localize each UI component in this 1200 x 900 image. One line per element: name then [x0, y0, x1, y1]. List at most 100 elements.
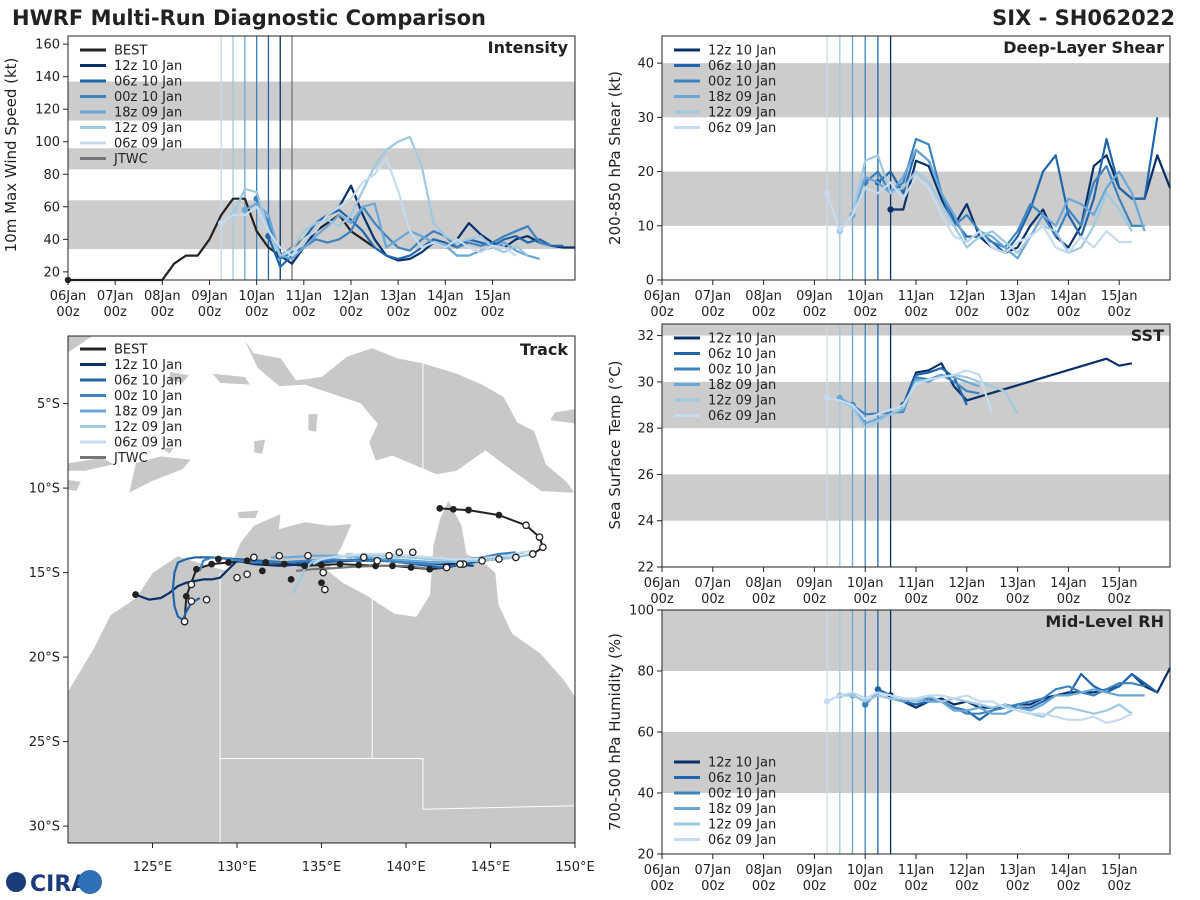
track-best-marker-open-2 [539, 543, 547, 552]
shear-xtick-day-3: 09Jan [796, 289, 833, 304]
track-xtick-label-140: 140°E [386, 860, 426, 875]
intensity-legend-label-06z-10-jan: 06z 10 Jan [114, 75, 182, 90]
sst-xtick-hour-7: 00z [1006, 592, 1030, 607]
sst-xtick-hour-9: 00z [1108, 592, 1132, 607]
rh-xtick-hour-0: 00z [650, 879, 674, 894]
sst-title: SST [1131, 326, 1164, 345]
shear-series-18z-09-jan [851, 148, 1146, 260]
track-best-marker-filled-13 [225, 559, 232, 566]
sst-panel: 22242628303206Jan00z07Jan00z08Jan00z09Ja… [606, 323, 1171, 607]
tanimbar-landmass [253, 438, 267, 455]
intensity-xtick-hour-3: 00z [198, 305, 222, 320]
rh-ytick-label-20: 20 [637, 848, 654, 863]
intensity-xtick-hour-1: 00z [103, 305, 127, 320]
track-best-marker-open-18 [319, 568, 328, 577]
sst-xtick-hour-0: 00z [650, 592, 674, 607]
shear-band-1 [662, 63, 1170, 118]
track-best-marker-filled-11 [262, 559, 270, 566]
track-best-marker-filled-7 [336, 560, 344, 568]
sst-xtick-hour-6: 00z [955, 592, 979, 607]
track-best-marker-filled-8 [318, 561, 325, 569]
rh-legend-label-00z-10-jan: 00z 10 Jan [708, 787, 776, 802]
sst-xtick-day-4: 10Jan [847, 576, 884, 591]
shear-xtick-hour-5: 00z [904, 305, 928, 320]
sst-start-06z-09-jan [823, 394, 831, 402]
intensity-series-12z-09-jan [232, 135, 529, 257]
intensity-xtick-hour-4: 00z [245, 305, 269, 320]
track-best-marker-open-10 [187, 580, 196, 589]
rh-xtick-hour-4: 00z [854, 879, 878, 894]
rh-ytick-label-80: 80 [637, 665, 654, 680]
intensity-ytick-label-40: 40 [43, 233, 60, 248]
shear-xtick-hour-4: 00z [854, 305, 878, 320]
intensity-legend-label-12z-09-jan: 12z 09 Jan [114, 121, 182, 136]
intensity-xtick-day-7: 13Jan [380, 289, 417, 304]
cira-logo-emblem-icon [78, 870, 102, 894]
sst-xtick-day-0: 06Jan [644, 576, 681, 591]
seram-landmass [210, 372, 252, 386]
shear-plot: 01020304006Jan00z07Jan00z08Jan00z09Jan00… [637, 35, 1172, 320]
sst-xtick-day-8: 14Jan [1050, 576, 1087, 591]
track-best-marker-open-17 [304, 551, 312, 560]
track-ytick-label-25: 25°S [29, 735, 60, 750]
sst-xtick-day-3: 09Jan [796, 576, 833, 591]
sst-xtick-day-6: 12Jan [949, 576, 986, 591]
rh-title: Mid-Level RH [1045, 612, 1164, 631]
intensity-xtick-day-4: 10Jan [238, 289, 275, 304]
intensity-ylabel: 10m Max Wind Speed (kt) [2, 58, 20, 253]
track-ytick-label-5: 5°S [37, 397, 60, 412]
intensity-series-06z-09-jan [220, 156, 517, 257]
rh-band-1 [662, 610, 1170, 671]
intensity-ytick-label-60: 60 [43, 200, 60, 215]
shear-legend-label-12z-10-jan: 12z 10 Jan [708, 44, 776, 59]
track-best-marker-filled-0 [436, 504, 444, 512]
intensity-legend-label-jtwc: JTWC [113, 152, 148, 167]
sst-ylabel: Sea Surface Temp (°C) [606, 360, 624, 529]
buru-landmass [168, 371, 191, 384]
shear-ylabel: 200-850 hPa Shear (kt) [606, 71, 624, 245]
shear-start-06z-09-jan [823, 190, 831, 197]
sst-legend-label-12z-09-jan: 12z 09 Jan [708, 394, 776, 409]
track-best-marker-open-24 [408, 548, 417, 557]
sst-band-0 [662, 474, 1170, 521]
rh-xtick-day-4: 10Jan [847, 863, 884, 878]
shear-xtick-hour-7: 00z [1006, 305, 1030, 320]
new-britain-landmass [548, 408, 576, 425]
track-best-marker-open-16 [275, 551, 284, 560]
rh-xtick-day-3: 09Jan [796, 863, 833, 878]
cira-logo: CIRA [6, 870, 102, 897]
intensity-ytick-label-100: 100 [35, 135, 60, 150]
track-series-12z-09-jan [291, 552, 532, 595]
shear-xtick-day-2: 08Jan [745, 289, 782, 304]
rh-ylabel: 700-500 hPa Humidity (%) [606, 633, 624, 831]
shear-legend-label-12z-09-jan: 12z 09 Jan [708, 106, 776, 121]
shear-xtick-hour-0: 00z [650, 305, 674, 320]
shear-ytick-label-10: 10 [637, 219, 654, 234]
track-legend-label-06z-10-jan: 06z 10 Jan [114, 374, 182, 389]
sst-xtick-hour-4: 00z [854, 592, 878, 607]
rh-xtick-day-6: 12Jan [949, 863, 986, 878]
rh-start-00z-10-jan [862, 701, 869, 708]
shear-xtick-day-0: 06Jan [644, 289, 681, 304]
shear-legend-label-00z-10-jan: 00z 10 Jan [708, 75, 776, 90]
track-xtick-label-125: 125°E [133, 860, 173, 875]
shear-legend-label-06z-10-jan: 06z 10 Jan [708, 59, 776, 74]
shear-xtick-day-8: 14Jan [1050, 289, 1087, 304]
rh-band-0 [662, 732, 1170, 793]
rh-xtick-day-5: 11Jan [898, 863, 935, 878]
rh-xtick-day-2: 08Jan [745, 863, 782, 878]
track-best-marker-open-13 [233, 573, 241, 582]
flores-landmass [67, 457, 117, 472]
track-best-marker-filled-6 [355, 561, 363, 569]
rh-xtick-hour-6: 00z [955, 879, 979, 894]
track-legend-label-12z-10-jan: 12z 10 Jan [114, 358, 182, 373]
track-legend-label-12z-09-jan: 12z 09 Jan [114, 420, 182, 435]
track-legend-label-jtwc: JTWC [113, 451, 148, 466]
aru-landmass [307, 413, 319, 433]
track-ytick-label-10: 10°S [29, 482, 60, 497]
track-best-marker-open-21 [373, 556, 382, 565]
sumba-landmass [67, 479, 83, 492]
shear-xtick-day-7: 13Jan [999, 289, 1036, 304]
intensity-ytick-label-120: 120 [35, 103, 60, 118]
